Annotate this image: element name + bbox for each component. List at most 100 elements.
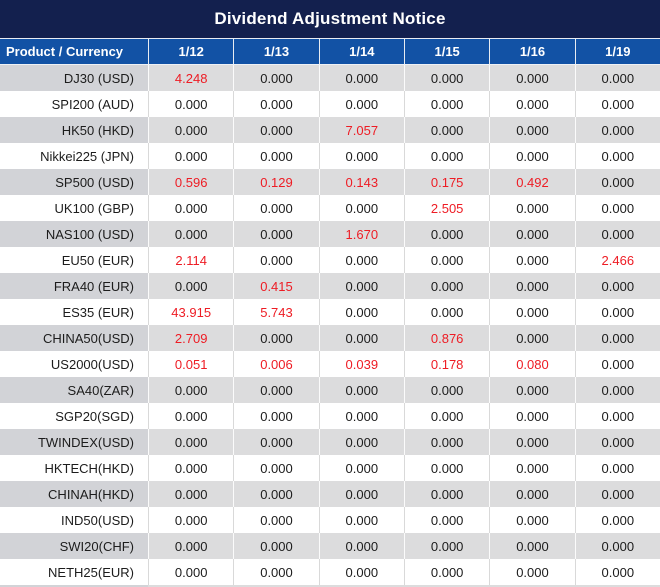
table-row: SWI20(CHF) 0.000 0.000 0.000 0.000 0.000 0.000	[0, 533, 660, 559]
value-cell: 0.000	[574, 559, 660, 585]
value-cell: 0.000	[403, 377, 490, 403]
value-cell: 0.000	[233, 377, 319, 403]
value-cell: 0.000	[403, 299, 490, 325]
value-cell: 0.143	[318, 169, 404, 195]
product-cell: CHINAH(HKD)	[0, 481, 148, 507]
value-cell: 0.000	[233, 195, 319, 221]
value-cell: 0.000	[233, 455, 319, 481]
value-cell: 0.000	[318, 325, 404, 351]
value-cell: 0.000	[574, 403, 660, 429]
value-cell: 0.000	[233, 533, 319, 559]
value-cell: 1.670	[318, 221, 404, 247]
value-cell: 0.000	[318, 247, 404, 273]
product-cell: SWI20(CHF)	[0, 533, 148, 559]
value-cell: 0.415	[233, 273, 319, 299]
table-row: SGP20(SGD) 0.000 0.000 0.000 0.000 0.000 0.000	[0, 403, 660, 429]
value-cell: 0.000	[489, 117, 575, 143]
product-cell: CHINA50(USD)	[0, 325, 148, 351]
column-header-date-3: 1/14	[318, 39, 404, 64]
product-cell: NAS100 (USD)	[0, 221, 148, 247]
value-cell: 0.000	[233, 481, 319, 507]
value-cell: 0.000	[233, 403, 319, 429]
value-cell: 0.000	[403, 247, 490, 273]
value-cell: 0.006	[233, 351, 319, 377]
value-cell: 0.000	[403, 221, 490, 247]
value-cell: 0.000	[318, 429, 404, 455]
product-cell: NETH25(EUR)	[0, 559, 148, 585]
table-row: US2000(USD) 0.051 0.006 0.039 0.178 0.080 0.00…	[0, 351, 660, 377]
table-row: ES35 (EUR) 43.915 5.743 0.000 0.000 0.000 0.00…	[0, 299, 660, 325]
column-header-date-2: 1/13	[233, 39, 318, 64]
value-cell: 2.466	[574, 247, 660, 273]
value-cell: 43.915	[148, 299, 234, 325]
value-cell: 0.000	[574, 507, 660, 533]
value-cell: 0.000	[574, 143, 660, 169]
value-cell: 0.000	[403, 429, 490, 455]
value-cell: 0.000	[574, 299, 660, 325]
value-cell: 0.000	[489, 403, 575, 429]
value-cell: 0.000	[233, 143, 319, 169]
notice-title: Dividend Adjustment Notice	[0, 0, 660, 39]
value-cell: 0.000	[489, 481, 575, 507]
value-cell: 0.000	[489, 247, 575, 273]
product-cell: ES35 (EUR)	[0, 299, 148, 325]
value-cell: 0.000	[148, 273, 234, 299]
column-header-date-5: 1/16	[489, 39, 574, 64]
value-cell: 0.000	[148, 195, 234, 221]
product-cell: SPI200 (AUD)	[0, 91, 148, 117]
value-cell: 2.709	[148, 325, 234, 351]
value-cell: 0.000	[574, 351, 660, 377]
value-cell: 0.000	[148, 481, 234, 507]
value-cell: 0.000	[403, 143, 490, 169]
value-cell: 0.000	[148, 403, 234, 429]
column-header-date-6: 1/19	[574, 39, 660, 64]
value-cell: 0.000	[489, 91, 575, 117]
table-row: UK100 (GBP) 0.000 0.000 0.000 2.505 0.000 0.00…	[0, 195, 660, 221]
value-cell: 0.492	[489, 169, 575, 195]
value-cell: 5.743	[233, 299, 319, 325]
value-cell: 0.000	[574, 377, 660, 403]
value-cell: 0.000	[148, 533, 234, 559]
value-cell: 0.000	[403, 507, 490, 533]
value-cell: 0.178	[403, 351, 490, 377]
value-cell: 0.000	[489, 221, 575, 247]
column-header-date-4: 1/15	[403, 39, 489, 64]
value-cell: 0.000	[318, 65, 404, 91]
table-header-row: Product / Currency 1/12 1/13 1/14 1/15 1…	[0, 39, 660, 65]
value-cell: 0.000	[233, 559, 319, 585]
value-cell: 0.596	[148, 169, 234, 195]
value-cell: 0.000	[233, 507, 319, 533]
value-cell: 0.175	[403, 169, 490, 195]
value-cell: 0.000	[318, 91, 404, 117]
value-cell: 0.000	[148, 117, 234, 143]
value-cell: 0.000	[318, 533, 404, 559]
table-row: NAS100 (USD) 0.000 0.000 1.670 0.000 0.000 0.0…	[0, 221, 660, 247]
table-row: SPI200 (AUD) 0.000 0.000 0.000 0.000 0.000 0.0…	[0, 91, 660, 117]
value-cell: 7.057	[318, 117, 404, 143]
value-cell: 0.000	[403, 403, 490, 429]
value-cell: 0.000	[148, 507, 234, 533]
value-cell: 0.000	[318, 403, 404, 429]
table-row: CHINA50(USD) 2.709 0.000 0.000 0.876 0.000 0.0…	[0, 325, 660, 351]
bottom-partial-row	[0, 585, 660, 587]
value-cell: 0.000	[489, 195, 575, 221]
value-cell: 0.000	[233, 91, 319, 117]
product-cell: Nikkei225 (JPN)	[0, 143, 148, 169]
bottom-partial-product-cell	[0, 585, 148, 587]
value-cell: 0.000	[148, 221, 234, 247]
value-cell: 0.000	[403, 273, 490, 299]
product-cell: FRA40 (EUR)	[0, 273, 148, 299]
table-row: FRA40 (EUR) 0.000 0.415 0.000 0.000 0.000 0.00…	[0, 273, 660, 299]
value-cell: 0.000	[148, 91, 234, 117]
value-cell: 0.000	[318, 507, 404, 533]
table-row: NETH25(EUR) 0.000 0.000 0.000 0.000 0.000 0.00…	[0, 559, 660, 585]
product-cell: IND50(USD)	[0, 507, 148, 533]
value-cell: 0.000	[489, 299, 575, 325]
value-cell: 0.000	[233, 117, 319, 143]
value-cell: 0.000	[574, 91, 660, 117]
value-cell: 0.000	[148, 559, 234, 585]
value-cell: 0.000	[403, 117, 490, 143]
value-cell: 0.000	[318, 195, 404, 221]
value-cell: 0.000	[318, 143, 404, 169]
value-cell: 0.000	[403, 91, 490, 117]
